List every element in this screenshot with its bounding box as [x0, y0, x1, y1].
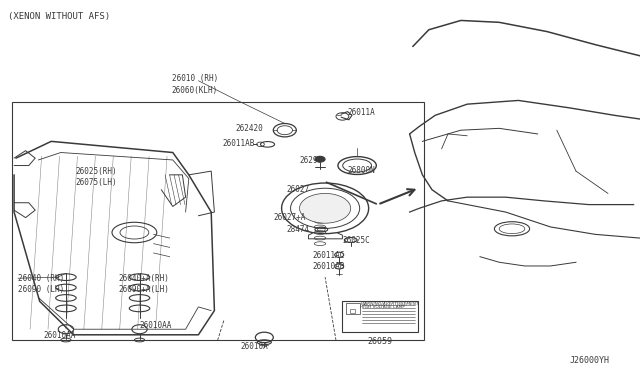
Text: 26010AA: 26010AA — [140, 321, 172, 330]
Text: 26040+A(RH): 26040+A(RH) — [118, 274, 169, 283]
Text: 26800N: 26800N — [348, 166, 375, 174]
Text: 26090+A(LH): 26090+A(LH) — [118, 285, 169, 294]
Text: 26040 (RH): 26040 (RH) — [18, 274, 64, 283]
Text: 26297: 26297 — [300, 156, 323, 165]
Text: 26060(KLH): 26060(KLH) — [172, 86, 218, 94]
Text: 262420: 262420 — [236, 124, 263, 133]
Text: WARNING/AVERTISSEMENT: WARNING/AVERTISSEMENT — [360, 302, 419, 306]
Text: 26027: 26027 — [287, 185, 310, 194]
Text: (XENON WITHOUT AFS): (XENON WITHOUT AFS) — [8, 12, 110, 21]
Bar — [12, 102, 424, 340]
Text: 26010A: 26010A — [240, 342, 268, 351]
Text: 26027+A: 26027+A — [274, 213, 307, 222]
Text: 26025(RH): 26025(RH) — [76, 167, 117, 176]
Text: 26010 (RH): 26010 (RH) — [172, 74, 218, 83]
Circle shape — [300, 193, 351, 223]
Text: 26011AB: 26011AB — [223, 140, 255, 148]
Text: 26075(LH): 26075(LH) — [76, 178, 117, 187]
Text: 28474: 28474 — [287, 225, 310, 234]
Bar — [342, 301, 418, 332]
Bar — [346, 303, 360, 314]
Text: 26010AA: 26010AA — [44, 331, 76, 340]
Text: 26011AC: 26011AC — [312, 251, 345, 260]
Text: 26010AB: 26010AB — [312, 262, 345, 271]
Text: 26090 (LH): 26090 (LH) — [18, 285, 64, 294]
Text: J26000YH: J26000YH — [570, 356, 610, 365]
Text: 26059: 26059 — [367, 337, 393, 346]
Circle shape — [315, 156, 325, 162]
Bar — [350, 309, 355, 313]
Text: 26025C: 26025C — [342, 236, 370, 245]
Text: 26011A: 26011A — [348, 108, 375, 117]
Text: HIGH VOLTAGE LAMP: HIGH VOLTAGE LAMP — [360, 305, 405, 309]
